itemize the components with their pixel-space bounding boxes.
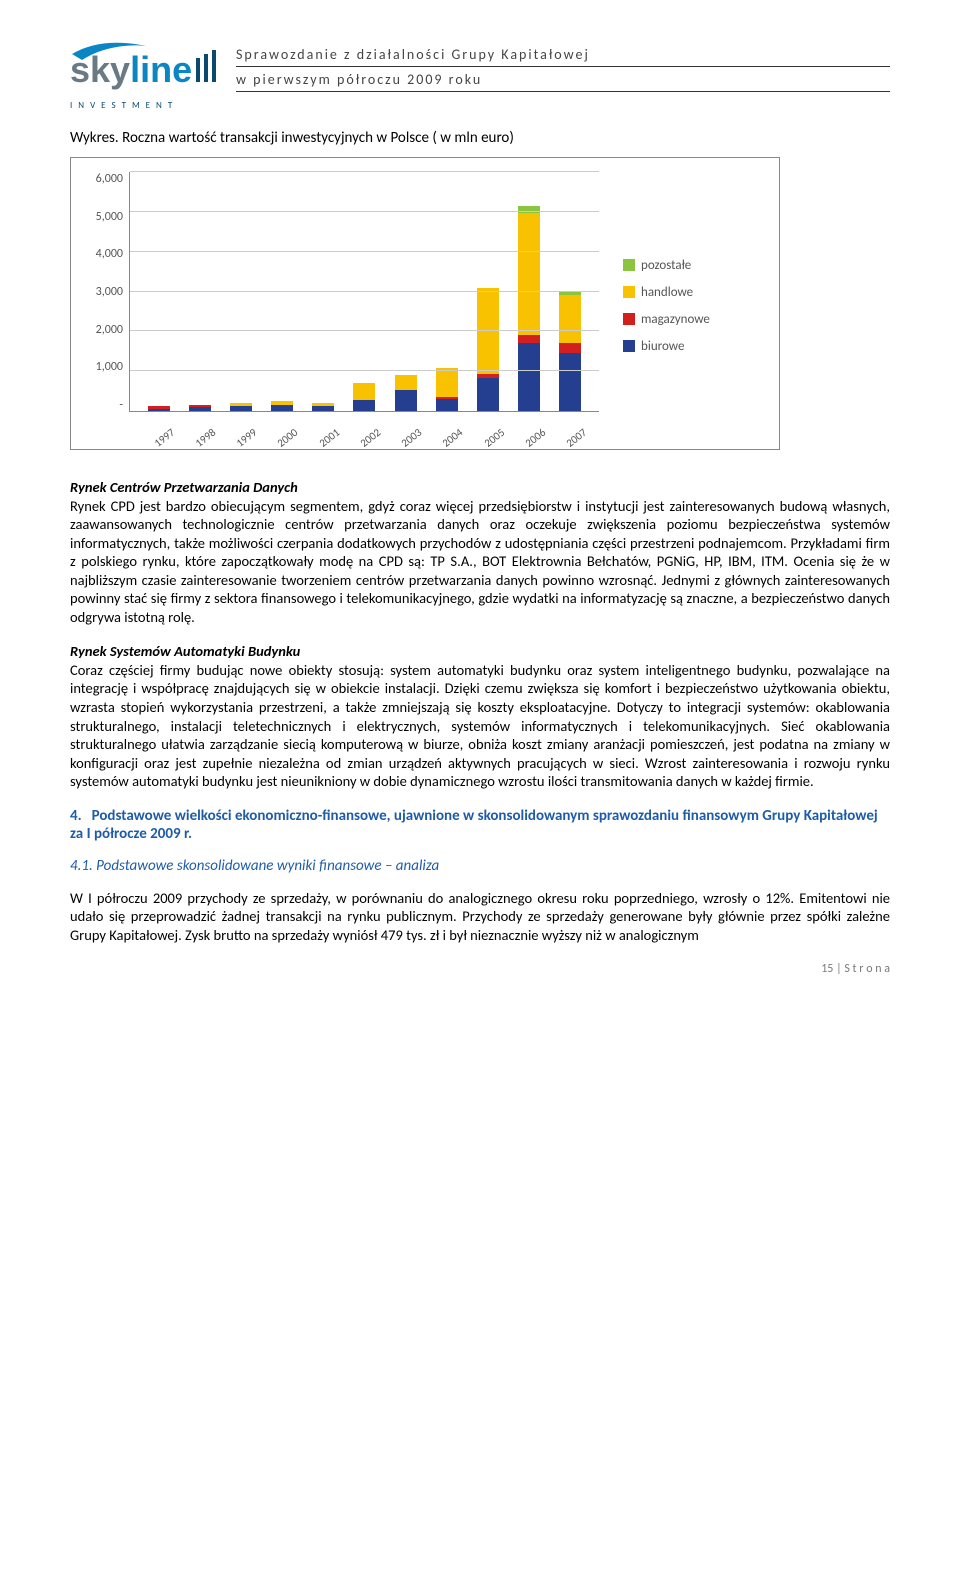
bar-segment: [559, 353, 581, 411]
header-line-1: Sprawozdanie z działalności Grupy Kapita…: [236, 46, 890, 67]
bar-segment: [271, 405, 293, 411]
x-tick: 2003: [399, 426, 424, 450]
bar-segment: [189, 407, 211, 411]
bar: [395, 375, 417, 411]
chart-title: Wykres. Roczna wartość transakcji inwest…: [70, 129, 890, 147]
legend-item: handlowe: [623, 285, 710, 300]
y-tick: 3,000: [96, 285, 123, 299]
legend-item: biurowe: [623, 339, 710, 354]
chart-plot: 6,000 5,000 4,000 3,000 2,000 1,000 -: [81, 172, 599, 412]
x-tick: 1999: [234, 426, 259, 450]
legend: pozostałe handlowe magazynowe biurowe: [623, 172, 710, 439]
bar: [271, 401, 293, 411]
y-tick: 1,000: [96, 360, 123, 374]
legend-item: magazynowe: [623, 312, 710, 327]
x-tick: 1997: [151, 426, 176, 450]
para2-head: Rynek Systemów Automatyki Budynku: [70, 642, 300, 660]
logo: skyline INVESTMENT: [70, 40, 220, 111]
x-axis-labels: 1997199819992000200120022003200420052006…: [129, 412, 599, 439]
bar-segment: [353, 400, 375, 411]
bar-segment: [312, 406, 334, 411]
bar-segment: [230, 406, 252, 411]
bar: [230, 403, 252, 411]
section-4-text: Podstawowe wielkości ekonomiczno-finanso…: [70, 807, 878, 843]
bar: [353, 383, 375, 411]
y-axis: 6,000 5,000 4,000 3,000 2,000 1,000 -: [81, 172, 129, 412]
y-tick: 6,000: [96, 172, 123, 186]
paragraph-automatyki: Rynek Systemów Automatyki Budynku Coraz …: [70, 642, 890, 790]
legend-swatch: [623, 259, 635, 271]
bar-segment: [559, 295, 581, 342]
x-tick: 2006: [523, 426, 548, 450]
legend-swatch: [623, 313, 635, 325]
y-tick: 5,000: [96, 210, 123, 224]
bar: [559, 291, 581, 411]
x-tick: 2004: [440, 426, 465, 450]
bar-segment: [518, 213, 540, 335]
bar-segment: [436, 399, 458, 411]
x-tick: 2000: [275, 426, 300, 450]
bar: [312, 403, 334, 411]
section-4-num: 4.: [70, 807, 82, 825]
section-41-title: 4.1. Podstawowe skonsolidowane wyniki fi…: [70, 857, 890, 875]
section-4-title: 4.Podstawowe wielkości ekonomiczno-finan…: [70, 807, 890, 843]
logo-subtext: INVESTMENT: [70, 100, 220, 111]
bar: [189, 405, 211, 411]
para2-text: Coraz częściej firmy budując nowe obiekt…: [70, 661, 890, 790]
svg-text:skyline: skyline: [70, 49, 192, 90]
legend-label: handlowe: [641, 285, 693, 300]
bar-segment: [477, 378, 499, 411]
bar-segment: [518, 335, 540, 343]
plot-area: [129, 172, 599, 412]
legend-label: pozostałe: [641, 258, 691, 273]
y-tick: -: [119, 398, 123, 412]
bar: [148, 406, 170, 411]
bar-segment: [395, 375, 417, 390]
bar: [436, 368, 458, 411]
bar-segment: [518, 206, 540, 213]
chart-container: 6,0005,0004,0003,0002,0001,000- 19971998…: [70, 157, 780, 450]
page-footer: 15 | S t r o n a: [70, 962, 890, 976]
legend-swatch: [623, 340, 635, 352]
legend-swatch: [623, 286, 635, 298]
header-line-2: w pierwszym półroczu 2009 roku: [236, 71, 890, 92]
x-tick: 2001: [316, 426, 341, 450]
para1-text: Rynek CPD jest bardzo obiecującym segmen…: [70, 497, 890, 626]
bar-segment: [518, 343, 540, 411]
paragraph-3: W I półroczu 2009 przychody ze sprzedaży…: [70, 889, 890, 945]
x-tick: 2007: [564, 426, 589, 450]
x-tick: 1998: [193, 426, 218, 450]
bar-segment: [436, 368, 458, 397]
bar: [518, 206, 540, 411]
bars: [130, 172, 599, 411]
para1-head: Rynek Centrów Przetwarzania Danych: [70, 478, 298, 496]
paragraph-cpd: Rynek Centrów Przetwarzania Danych Rynek…: [70, 478, 890, 626]
bar-segment: [353, 383, 375, 400]
y-tick: 2,000: [96, 323, 123, 337]
legend-item: pozostałe: [623, 258, 710, 273]
x-tick: 2002: [358, 426, 383, 450]
bar-segment: [148, 409, 170, 411]
bar-segment: [559, 343, 581, 353]
y-tick: 4,000: [96, 247, 123, 261]
legend-label: biurowe: [641, 339, 684, 354]
bar: [477, 288, 499, 411]
legend-label: magazynowe: [641, 312, 710, 327]
header-titles: Sprawozdanie z działalności Grupy Kapita…: [236, 40, 890, 96]
bar-segment: [395, 390, 417, 411]
x-tick: 2005: [481, 426, 506, 450]
page-header: skyline INVESTMENT Sprawozdanie z działa…: [70, 40, 890, 111]
